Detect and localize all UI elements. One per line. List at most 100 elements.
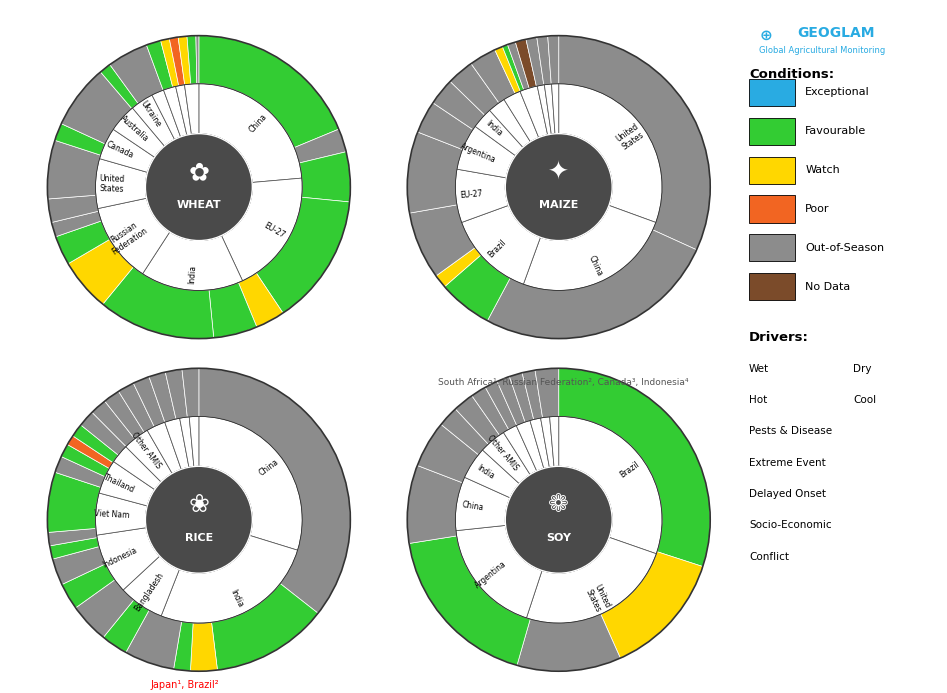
Text: Viet Nam: Viet Nam: [94, 509, 130, 520]
Text: Argentina: Argentina: [459, 141, 497, 164]
Wedge shape: [436, 247, 481, 287]
Text: Australia: Australia: [118, 114, 150, 143]
Wedge shape: [189, 416, 199, 466]
Wedge shape: [92, 401, 134, 446]
Wedge shape: [100, 64, 138, 109]
Text: China: China: [258, 458, 280, 478]
Text: Hot: Hot: [749, 395, 767, 405]
Wedge shape: [105, 392, 144, 439]
Wedge shape: [199, 35, 339, 148]
Wedge shape: [450, 64, 499, 115]
Text: RICE: RICE: [185, 532, 213, 543]
Wedge shape: [524, 205, 656, 290]
Text: Other AMIS: Other AMIS: [486, 433, 520, 472]
Text: Thailand: Thailand: [102, 473, 136, 494]
Wedge shape: [530, 418, 549, 468]
Wedge shape: [535, 368, 559, 418]
Bar: [749, 157, 795, 184]
Wedge shape: [114, 108, 165, 157]
Wedge shape: [134, 377, 165, 427]
Wedge shape: [164, 87, 187, 137]
Wedge shape: [537, 36, 551, 85]
Wedge shape: [257, 198, 349, 313]
Wedge shape: [471, 50, 515, 103]
Wedge shape: [143, 232, 242, 290]
Wedge shape: [114, 447, 161, 490]
Wedge shape: [516, 421, 544, 471]
Wedge shape: [55, 457, 105, 487]
Text: China: China: [247, 112, 269, 134]
Wedge shape: [48, 195, 98, 222]
Text: Indonesia: Indonesia: [101, 545, 139, 570]
Wedge shape: [73, 425, 118, 462]
Wedge shape: [457, 126, 515, 178]
Wedge shape: [62, 564, 115, 608]
Text: Japan¹, Brazil²: Japan¹, Brazil²: [151, 680, 219, 690]
Circle shape: [146, 466, 252, 573]
Wedge shape: [147, 422, 181, 473]
Wedge shape: [418, 103, 473, 150]
Text: Other AMIS: Other AMIS: [129, 430, 162, 471]
Wedge shape: [299, 152, 350, 202]
Wedge shape: [55, 123, 105, 155]
Wedge shape: [222, 178, 302, 281]
Text: Dry: Dry: [853, 364, 872, 374]
Wedge shape: [465, 450, 519, 498]
Wedge shape: [62, 72, 132, 144]
Wedge shape: [96, 493, 147, 535]
Wedge shape: [182, 368, 199, 417]
Bar: [749, 273, 795, 300]
Wedge shape: [482, 432, 530, 484]
Wedge shape: [537, 85, 551, 135]
Wedge shape: [559, 368, 710, 567]
Wedge shape: [504, 426, 537, 475]
Text: United
States: United States: [98, 174, 125, 194]
Wedge shape: [175, 85, 191, 135]
Bar: [749, 118, 795, 145]
Wedge shape: [520, 86, 547, 137]
Wedge shape: [211, 584, 318, 670]
Wedge shape: [526, 37, 544, 86]
Wedge shape: [527, 537, 656, 623]
Text: Argentina: Argentina: [474, 559, 509, 590]
Wedge shape: [47, 140, 100, 199]
Text: Favourable: Favourable: [805, 126, 867, 136]
Text: EU-27: EU-27: [460, 189, 483, 200]
Wedge shape: [547, 35, 559, 84]
Text: United
States: United States: [583, 582, 612, 613]
Wedge shape: [53, 547, 105, 584]
Wedge shape: [161, 536, 297, 623]
Wedge shape: [67, 436, 113, 468]
Wedge shape: [444, 255, 510, 321]
Wedge shape: [472, 387, 509, 435]
Wedge shape: [47, 473, 100, 532]
Circle shape: [506, 466, 612, 573]
Text: India: India: [484, 119, 504, 139]
Wedge shape: [126, 611, 182, 669]
Text: Watch: Watch: [805, 165, 840, 175]
Wedge shape: [118, 383, 154, 432]
Wedge shape: [517, 614, 620, 672]
Wedge shape: [99, 130, 154, 173]
Text: Drivers:: Drivers:: [749, 331, 809, 344]
Wedge shape: [99, 462, 154, 506]
Wedge shape: [504, 91, 539, 142]
Text: China: China: [461, 500, 484, 512]
Text: Canada: Canada: [104, 140, 134, 161]
Wedge shape: [456, 396, 499, 444]
Wedge shape: [98, 198, 170, 274]
Wedge shape: [488, 230, 697, 339]
Wedge shape: [508, 42, 529, 90]
Wedge shape: [509, 373, 534, 422]
Text: Brazil: Brazil: [486, 238, 508, 260]
Wedge shape: [62, 444, 109, 477]
Wedge shape: [497, 376, 525, 426]
Wedge shape: [199, 84, 302, 182]
Text: No Data: No Data: [805, 282, 850, 292]
Wedge shape: [68, 239, 134, 304]
Wedge shape: [126, 430, 172, 482]
Wedge shape: [199, 368, 350, 613]
Wedge shape: [56, 221, 110, 264]
Text: Conditions:: Conditions:: [749, 68, 834, 81]
Text: Socio-Economic: Socio-Economic: [749, 520, 831, 530]
